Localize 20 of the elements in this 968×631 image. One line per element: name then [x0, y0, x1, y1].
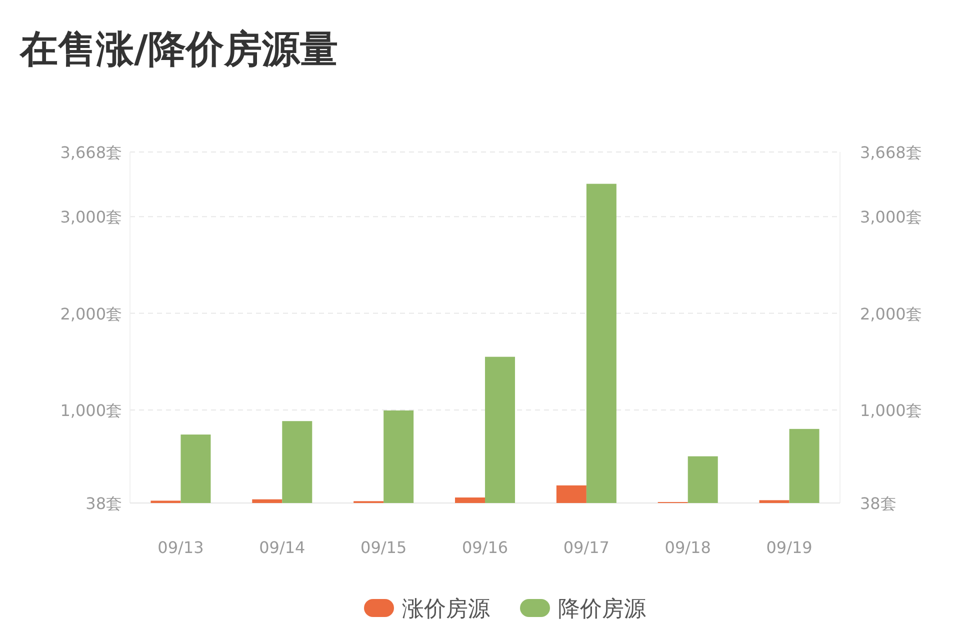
- x-tick-label: 09/14: [259, 538, 306, 557]
- y2-tick-label: 2,000套: [860, 304, 922, 324]
- x-tick-label: 09/17: [563, 538, 610, 557]
- chart-title: 在售涨/降价房源量: [19, 27, 338, 71]
- y-tick-label: 2,000套: [60, 304, 122, 324]
- x-tick-label: 09/18: [664, 538, 711, 557]
- y2-tick-label: 3,668套: [860, 143, 922, 162]
- y2-tick-label: 38套: [860, 494, 896, 513]
- y-tick-label: 38套: [86, 494, 122, 513]
- y-tick-label: 1,000套: [60, 400, 122, 420]
- x-tick-label: 09/13: [158, 538, 204, 557]
- y-tick-label: 3,668套: [60, 143, 122, 162]
- legend-label: 涨价房源: [402, 597, 490, 622]
- y2-tick-label: 1,000套: [860, 400, 922, 420]
- legend-label: 降价房源: [558, 597, 646, 622]
- y-tick-label: 3,000套: [60, 208, 122, 227]
- x-tick-label: 09/16: [462, 538, 508, 557]
- x-tick-label: 09/15: [360, 538, 407, 557]
- x-tick-label: 09/19: [766, 538, 812, 557]
- y2-tick-label: 3,000套: [860, 208, 922, 227]
